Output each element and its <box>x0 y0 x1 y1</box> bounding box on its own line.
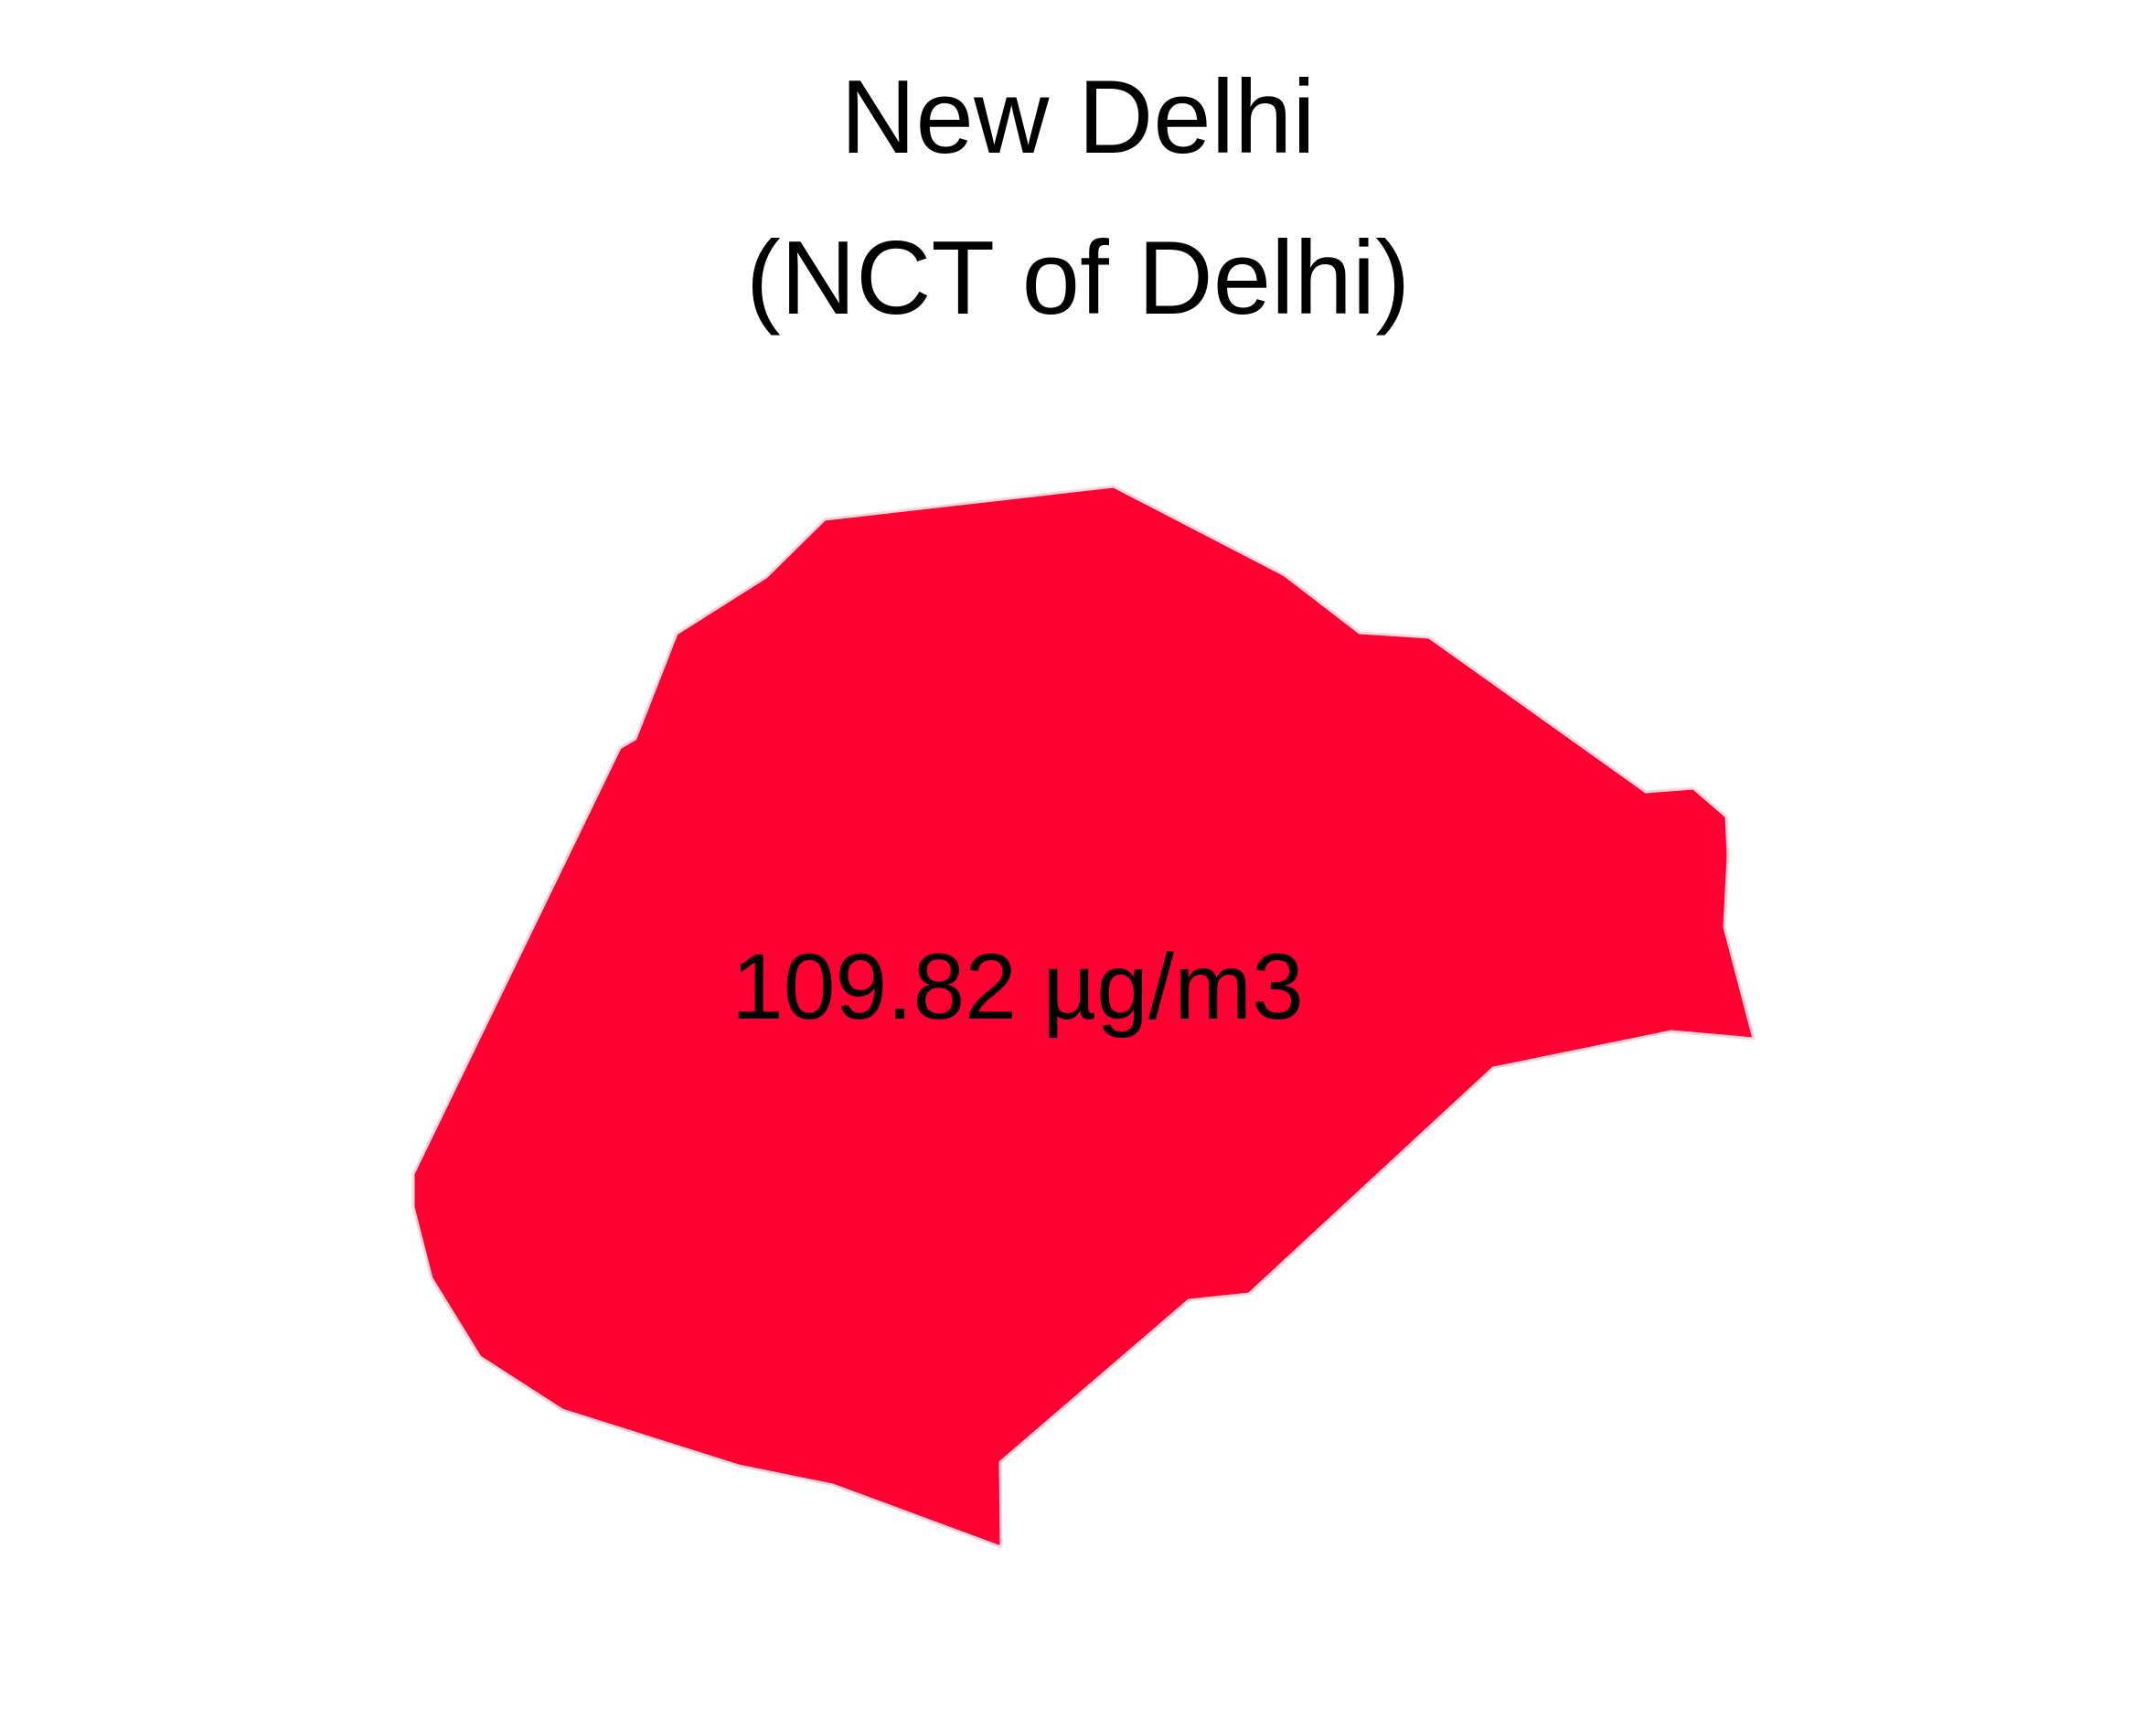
map-subtitle: (NCT of Delhi) <box>745 220 1411 336</box>
delhi-region-shape <box>411 485 1756 1549</box>
map-title: New Delhi <box>840 59 1316 176</box>
region-value-label: 109.82 µg/m3 <box>731 935 1304 1039</box>
